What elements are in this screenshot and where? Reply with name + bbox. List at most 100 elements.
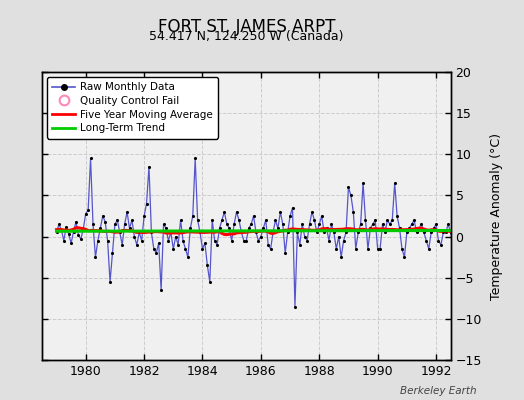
Point <box>296 242 304 248</box>
Point <box>130 233 138 240</box>
Point <box>208 217 216 223</box>
Point <box>113 217 122 223</box>
Point <box>352 246 360 252</box>
Point <box>69 228 78 235</box>
Point <box>116 229 124 236</box>
Point <box>300 233 309 240</box>
Point <box>322 225 331 232</box>
Legend: Raw Monthly Data, Quality Control Fail, Five Year Moving Average, Long-Term Tren: Raw Monthly Data, Quality Control Fail, … <box>47 77 219 138</box>
Point <box>454 225 462 232</box>
Point <box>150 246 158 252</box>
Point <box>356 221 365 228</box>
Point <box>420 229 428 236</box>
Point <box>334 233 343 240</box>
Point <box>281 250 289 256</box>
Point <box>252 229 260 236</box>
Point <box>198 246 206 252</box>
Point <box>446 229 455 236</box>
Point <box>64 231 73 237</box>
Point <box>84 207 92 214</box>
Point <box>269 229 277 236</box>
Point <box>152 250 160 256</box>
Point <box>439 229 447 236</box>
Point <box>189 213 197 219</box>
Point <box>157 287 165 293</box>
Point <box>383 217 391 223</box>
Point <box>218 217 226 223</box>
Point <box>186 225 194 232</box>
Point <box>191 155 199 162</box>
Point <box>361 217 369 223</box>
Point <box>393 213 401 219</box>
Point <box>220 209 228 215</box>
Point <box>184 254 192 260</box>
Point <box>276 209 285 215</box>
Point <box>101 218 110 225</box>
Point <box>179 238 187 244</box>
Point <box>395 225 403 232</box>
Point <box>52 229 61 236</box>
Point <box>320 229 329 236</box>
Point <box>313 229 321 236</box>
Point <box>328 221 336 228</box>
Point <box>232 209 241 215</box>
Point <box>257 233 265 240</box>
Point <box>390 180 399 186</box>
Point <box>235 217 243 223</box>
Point <box>249 213 258 219</box>
Point <box>211 238 219 244</box>
Point <box>103 238 112 244</box>
Point <box>288 204 297 211</box>
Point <box>310 217 319 223</box>
Point <box>174 242 182 248</box>
Point <box>359 180 367 186</box>
Point <box>371 217 379 223</box>
Point <box>171 233 180 240</box>
Point <box>398 246 406 252</box>
Point <box>213 242 221 248</box>
Point <box>417 221 425 228</box>
Point <box>368 221 377 228</box>
Point <box>242 238 250 244</box>
Point <box>344 184 353 190</box>
Point <box>274 225 282 232</box>
Point <box>349 209 357 215</box>
Point <box>60 238 68 244</box>
Point <box>330 229 338 236</box>
Point <box>337 254 345 260</box>
Point <box>82 210 90 217</box>
Point <box>86 155 95 162</box>
Point <box>347 192 355 199</box>
Point <box>193 217 202 223</box>
Point <box>415 225 423 232</box>
Point <box>444 221 452 228</box>
Point <box>99 213 107 219</box>
Point <box>96 225 104 232</box>
Point <box>283 229 292 236</box>
Point <box>303 238 311 244</box>
Point <box>108 250 117 256</box>
Point <box>94 238 102 244</box>
Point <box>123 209 131 215</box>
Point <box>254 238 263 244</box>
Point <box>442 229 450 236</box>
Point <box>405 225 413 232</box>
Point <box>137 238 146 244</box>
Point <box>147 229 156 236</box>
Point <box>427 229 435 236</box>
Point <box>203 262 212 268</box>
Point <box>279 221 287 228</box>
Point <box>376 246 384 252</box>
Point <box>436 242 445 248</box>
Point <box>271 217 280 223</box>
Point <box>74 232 83 238</box>
Point <box>164 238 172 244</box>
Point <box>432 221 440 228</box>
Point <box>305 221 314 228</box>
Point <box>381 229 389 236</box>
Point <box>106 279 114 285</box>
Point <box>434 238 443 244</box>
Text: 54.417 N, 124.250 W (Canada): 54.417 N, 124.250 W (Canada) <box>149 30 344 43</box>
Point <box>135 229 144 236</box>
Point <box>125 225 134 232</box>
